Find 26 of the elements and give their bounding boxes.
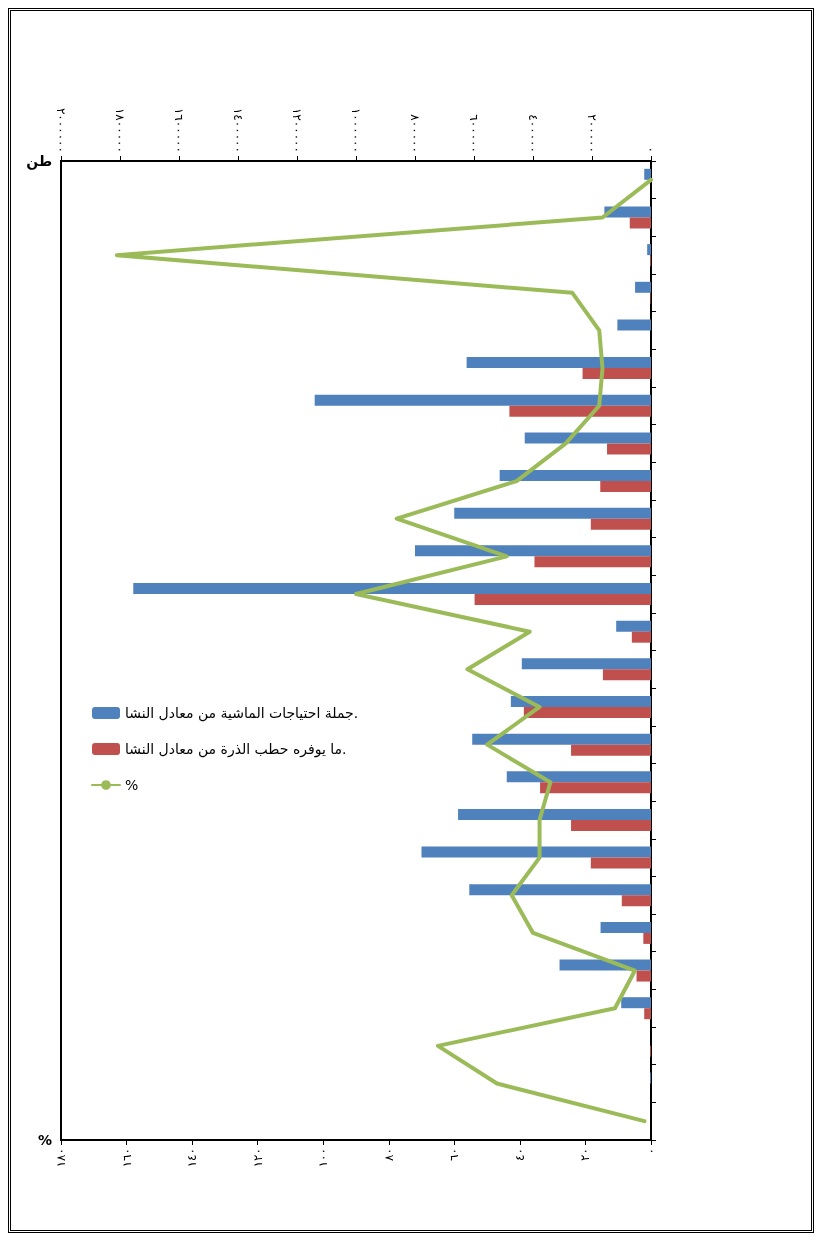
x-tick-label: ٠: [644, 1148, 658, 1155]
legend-label: ما يوفره حطب الذرة من معادل النشا.: [125, 741, 347, 758]
x2-tick-label: ٢٠٠٠٠٠٠: [54, 107, 68, 153]
x-tick-label: ١٠٠: [316, 1148, 331, 1168]
legend-label: جملة احتياجات الماشية من معادل النشا.: [125, 705, 359, 722]
x2-tick-label: ١٠٠٠٠٠٠: [349, 107, 363, 153]
x2-tick-label: ٤٠٠٠٠٠: [526, 114, 540, 153]
x-tick-label: ١٢٠: [250, 1148, 265, 1168]
x2-axis-title: طن: [26, 153, 53, 170]
x-tick-label: ٤٠: [512, 1148, 527, 1161]
x-tick-label: ٢٠: [578, 1148, 593, 1161]
x-tick-label: ١٤٠: [185, 1148, 200, 1168]
x2-tick-label: ١٨٠٠٠٠٠: [113, 107, 127, 153]
x-tick-label: ١٨٠: [54, 1148, 68, 1168]
x-tick-label: ٦٠: [447, 1148, 462, 1161]
x2-tick-label: ١٤٠٠٠٠٠: [231, 107, 245, 153]
x-tick-label: ١٦٠: [119, 1148, 134, 1168]
x-axis-title: %: [38, 1132, 53, 1148]
x2-tick-label: ١٦٠٠٠٠٠: [172, 107, 186, 153]
legend-label: %: [125, 777, 139, 793]
x2-tick-label: ١٢٠٠٠٠٠: [290, 107, 304, 153]
x2-tick-label: ٨٠٠٠٠٠: [408, 114, 422, 153]
x2-tick-label: ٢٠٠٠٠٠: [585, 114, 599, 153]
x-tick-label: ٨٠: [381, 1148, 396, 1161]
x2-tick-label: ٠: [644, 146, 658, 153]
x2-tick-label: ٦٠٠٠٠٠: [467, 114, 481, 153]
